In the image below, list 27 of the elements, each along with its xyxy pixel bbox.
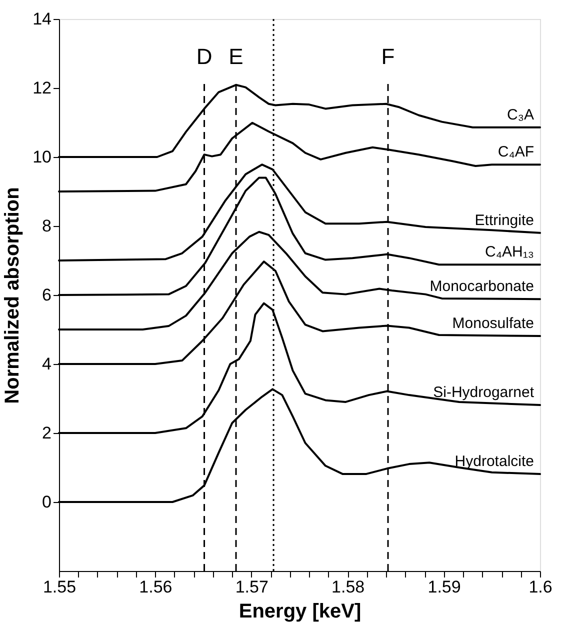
- y-tick-label: 8: [42, 216, 52, 236]
- series-label: Monosulfate: [452, 315, 534, 332]
- x-tick-label: 1.55: [42, 578, 76, 596]
- series-label: Si-Hydrogarnet: [433, 384, 535, 402]
- x-tick-label: 1.58: [332, 578, 365, 596]
- x-axis-title: Energy [keV]: [238, 600, 362, 622]
- y-tick-label: 2: [42, 424, 52, 442]
- x-tick-label: 1.6: [528, 578, 552, 596]
- series-label: C₄AH₁₃: [485, 244, 534, 261]
- x-tick-label: 1.56: [139, 578, 172, 596]
- y-tick-label: 12: [32, 78, 52, 98]
- series-label: Monocarbonate: [430, 278, 534, 296]
- ref-line-label: D: [196, 44, 212, 69]
- ref-line-label: F: [381, 44, 395, 69]
- x-tick-label: 1.57: [235, 578, 268, 596]
- x-tick-label: 1.59: [428, 578, 461, 596]
- series-label: C₄AF: [498, 144, 534, 161]
- series-label: Hydrotalcite: [454, 453, 534, 470]
- y-axis-title: Normalized absorption: [2, 187, 24, 404]
- y-tick-label: 14: [32, 10, 52, 28]
- y-tick-label: 6: [42, 286, 52, 304]
- series-label: Ettringite: [474, 212, 534, 229]
- y-tick-label: 4: [42, 354, 52, 374]
- y-tick-label: 0: [42, 492, 52, 512]
- series-label: C₃A: [507, 106, 534, 124]
- ref-line-label: E: [228, 44, 244, 69]
- y-tick-label: 10: [32, 148, 52, 166]
